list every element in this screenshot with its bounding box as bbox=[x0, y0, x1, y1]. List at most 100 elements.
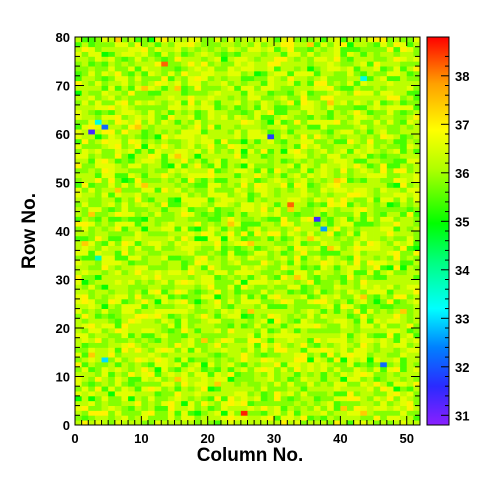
heatmap-cell bbox=[214, 231, 222, 237]
heatmap-cell bbox=[320, 420, 328, 426]
heatmap-cell bbox=[187, 400, 195, 406]
heatmap-cell bbox=[280, 318, 288, 324]
heatmap-cell bbox=[161, 104, 169, 111]
heatmap-cell bbox=[101, 366, 109, 373]
heatmap-cell bbox=[141, 129, 149, 135]
heatmap-cell bbox=[347, 100, 355, 106]
heatmap-cell bbox=[400, 395, 408, 402]
heatmap-cell bbox=[320, 46, 328, 52]
heatmap-cell bbox=[386, 328, 394, 334]
heatmap-cell bbox=[227, 264, 235, 271]
heatmap-cell bbox=[75, 143, 83, 149]
heatmap-cell bbox=[201, 357, 209, 363]
y-tick-label: 0 bbox=[63, 418, 70, 433]
heatmap-cell bbox=[167, 400, 175, 406]
heatmap-cell bbox=[380, 158, 388, 164]
heatmap-cell bbox=[366, 211, 374, 217]
heatmap-cell bbox=[267, 260, 275, 266]
heatmap-cell bbox=[234, 357, 242, 363]
heatmap-cell bbox=[313, 405, 321, 411]
heatmap-cell bbox=[373, 158, 381, 164]
heatmap-cell bbox=[187, 138, 195, 145]
heatmap-cell bbox=[267, 114, 275, 120]
heatmap-cell bbox=[347, 245, 355, 251]
heatmap-cell bbox=[134, 119, 142, 125]
heatmap-cell bbox=[333, 177, 341, 183]
heatmap-cell bbox=[181, 308, 189, 314]
heatmap-cell bbox=[108, 366, 116, 373]
heatmap-cell bbox=[300, 109, 308, 115]
heatmap-cell bbox=[154, 158, 162, 164]
heatmap-cell bbox=[141, 342, 149, 348]
heatmap-cell bbox=[147, 323, 156, 329]
heatmap-cell bbox=[240, 104, 248, 111]
heatmap-cell bbox=[313, 328, 321, 334]
heatmap-cell bbox=[287, 197, 295, 203]
heatmap-cell bbox=[101, 221, 109, 227]
heatmap-cell bbox=[300, 129, 308, 135]
heatmap-cell bbox=[353, 192, 361, 198]
heatmap-cell bbox=[207, 206, 215, 212]
heatmap-cell bbox=[161, 124, 169, 130]
heatmap-cell bbox=[227, 381, 235, 387]
heatmap-cell bbox=[121, 235, 129, 242]
heatmap-cell bbox=[340, 381, 348, 387]
heatmap-cell bbox=[141, 235, 149, 242]
heatmap-cell bbox=[293, 138, 301, 145]
heatmap-cell bbox=[386, 274, 394, 280]
heatmap-cell bbox=[194, 70, 202, 77]
heatmap-cell bbox=[240, 231, 248, 237]
heatmap-cell bbox=[220, 192, 228, 198]
heatmap-cell bbox=[121, 216, 129, 222]
heatmap-cell bbox=[88, 143, 96, 149]
heatmap-cell bbox=[313, 357, 321, 363]
heatmap-cell bbox=[247, 158, 255, 164]
heatmap-cell bbox=[88, 279, 96, 285]
heatmap-cell bbox=[201, 376, 209, 382]
heatmap-cell bbox=[406, 172, 414, 179]
heatmap-cell bbox=[274, 197, 282, 203]
heatmap-cell bbox=[227, 80, 235, 86]
heatmap-cell bbox=[327, 420, 335, 426]
heatmap-cell bbox=[75, 95, 83, 101]
heatmap-cell bbox=[94, 255, 102, 261]
heatmap-cell bbox=[247, 56, 255, 62]
heatmap-cell bbox=[327, 148, 335, 154]
heatmap-cell bbox=[174, 226, 182, 232]
heatmap-cell bbox=[141, 318, 149, 324]
heatmap-cell bbox=[313, 167, 321, 174]
heatmap-cell bbox=[121, 206, 129, 212]
heatmap-cell bbox=[161, 279, 169, 285]
heatmap-cell bbox=[360, 231, 368, 237]
heatmap-cell bbox=[300, 269, 308, 276]
heatmap-cell bbox=[386, 294, 394, 300]
heatmap-cell bbox=[174, 148, 182, 154]
heatmap-cell bbox=[400, 148, 408, 154]
heatmap-cell bbox=[267, 80, 275, 86]
heatmap-cell bbox=[340, 289, 348, 295]
heatmap-cell bbox=[94, 104, 102, 111]
heatmap-cell bbox=[327, 371, 335, 377]
heatmap-cell bbox=[254, 46, 262, 52]
heatmap-cell bbox=[75, 352, 83, 358]
heatmap-cell bbox=[307, 197, 315, 203]
heatmap-cell bbox=[333, 255, 341, 261]
heatmap-cell bbox=[128, 323, 136, 329]
heatmap-cell bbox=[194, 323, 202, 329]
heatmap-cell bbox=[234, 313, 242, 319]
heatmap-cell bbox=[81, 250, 89, 256]
heatmap-cell bbox=[280, 75, 288, 82]
heatmap-cell bbox=[386, 255, 394, 261]
heatmap-cell bbox=[147, 260, 156, 266]
heatmap-cell bbox=[300, 104, 308, 111]
heatmap-cell bbox=[220, 420, 228, 426]
heatmap-cell bbox=[214, 410, 222, 416]
heatmap-cell bbox=[280, 143, 288, 149]
heatmap-cell bbox=[234, 153, 242, 159]
heatmap-cell bbox=[373, 95, 381, 101]
heatmap-cell bbox=[327, 197, 335, 203]
heatmap-cell bbox=[201, 245, 209, 251]
heatmap-cell bbox=[353, 269, 361, 276]
heatmap-cell bbox=[121, 328, 129, 334]
heatmap-cell bbox=[274, 386, 282, 392]
